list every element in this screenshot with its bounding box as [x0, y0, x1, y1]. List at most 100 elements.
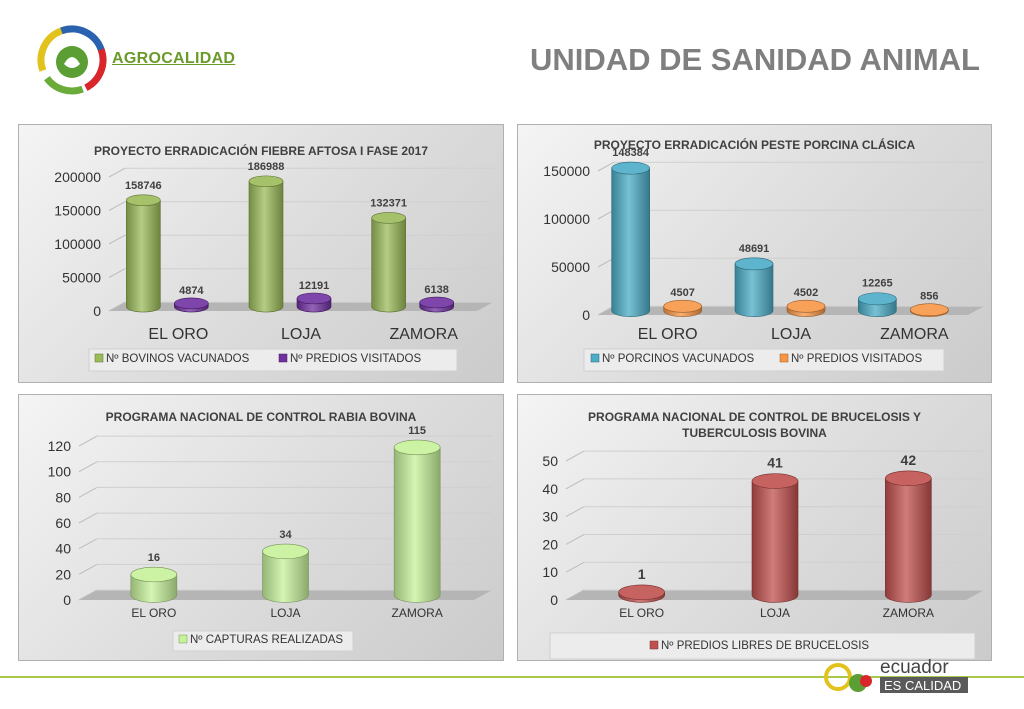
bar-top — [618, 584, 665, 600]
bar-body — [262, 551, 309, 603]
gridline-depth — [108, 167, 126, 178]
bar-body — [751, 480, 799, 603]
gridline-depth — [78, 512, 98, 524]
x-tick-label: ZAMORA — [883, 606, 934, 620]
bar-top — [296, 292, 332, 305]
bar — [751, 473, 799, 603]
legend-swatch — [278, 353, 288, 363]
bar-top — [130, 566, 178, 583]
data-label: 12265 — [862, 278, 893, 290]
gridline-depth — [565, 561, 585, 573]
y-tick-label: 50000 — [62, 270, 101, 286]
gridline-depth — [565, 506, 585, 518]
bar-top — [858, 292, 897, 306]
data-label: 115 — [408, 425, 426, 437]
bar — [858, 292, 897, 317]
bar — [248, 175, 284, 313]
y-tick-label: 100 — [48, 464, 72, 480]
bar — [618, 584, 665, 603]
data-label: 48691 — [739, 243, 770, 255]
x-tick-label: LOJA — [760, 606, 790, 620]
gridline-depth — [108, 201, 126, 211]
gridline-depth — [78, 461, 98, 473]
y-tick-label: 100000 — [543, 211, 590, 227]
bar — [611, 161, 650, 317]
bar-body — [611, 167, 650, 317]
gridline-depth — [597, 257, 615, 268]
y-tick-label: 40 — [55, 541, 71, 557]
bar — [786, 299, 826, 317]
x-tick-label: EL ORO — [638, 326, 698, 343]
bar-top — [885, 470, 932, 486]
bar — [130, 566, 178, 603]
y-tick-label: 120 — [48, 438, 72, 454]
legend-label: Nº PREDIOS LIBRES DE BRUCELOSIS — [661, 640, 869, 652]
bar-body — [734, 263, 774, 317]
bar — [734, 257, 774, 317]
data-label: 42 — [901, 452, 917, 468]
x-tick-label: LOJA — [281, 326, 321, 343]
y-tick-label: 150000 — [54, 203, 101, 219]
x-tick-label: LOJA — [771, 326, 811, 343]
gridline-depth — [565, 534, 585, 545]
chart-peste-porcina: PROYECTO ERRADICACIÓN PESTE PORCINA CLÁS… — [543, 137, 984, 372]
chart-panel-aftosa: PROYECTO ERRADICACIÓN FIEBRE AFTOSA I FA… — [18, 124, 504, 383]
bar — [910, 303, 949, 317]
chart-title: PROGRAMA NACIONAL DE CONTROL DE BRUCELOS… — [588, 410, 921, 424]
gridline-depth — [78, 486, 98, 498]
legend-swatch — [590, 353, 600, 363]
bar-top — [910, 303, 949, 317]
data-label: 6138 — [424, 284, 448, 296]
gridline-depth — [78, 563, 98, 575]
data-label: 16 — [148, 552, 160, 564]
gridline-depth — [565, 450, 585, 462]
legend-swatch — [94, 353, 104, 363]
footer-divider — [0, 676, 1024, 678]
bar-body — [126, 199, 161, 313]
y-tick-label: 40 — [542, 481, 558, 497]
legend-swatch — [649, 640, 659, 650]
page-title: UNIDAD DE SANIDAD ANIMAL — [529, 42, 980, 77]
data-label: 4874 — [179, 285, 204, 297]
y-tick-label: 30 — [542, 509, 558, 525]
bar — [174, 297, 209, 313]
bar-top — [248, 175, 284, 188]
agrocalidad-logo — [37, 25, 107, 95]
x-tick-label: ZAMORA — [389, 326, 458, 343]
bar-top — [262, 543, 309, 560]
bar — [419, 296, 454, 313]
bar-top — [126, 194, 161, 206]
legend-box — [549, 632, 976, 660]
bar — [885, 470, 932, 603]
y-tick-label: 100000 — [54, 236, 101, 252]
y-tick-label: 0 — [582, 307, 590, 323]
y-tick-label: 0 — [93, 303, 101, 319]
gridline-depth — [78, 435, 98, 447]
chart-aftosa: PROYECTO ERRADICACIÓN FIEBRE AFTOSA I FA… — [54, 143, 493, 372]
bar — [663, 299, 702, 317]
gridline-depth — [108, 301, 126, 312]
data-label: 186988 — [248, 161, 285, 173]
bar-body — [885, 477, 932, 603]
y-tick-label: 20 — [542, 536, 558, 552]
bar-top — [611, 161, 650, 175]
gridline-depth — [565, 478, 585, 490]
legend-box — [88, 348, 458, 372]
brand-name: AGROCALIDAD — [112, 50, 236, 67]
chart-panel-peste-porcina: PROYECTO ERRADICACIÓN PESTE PORCINA CLÁS… — [517, 124, 992, 383]
gridline-depth — [78, 589, 98, 601]
x-tick-label: ZAMORA — [880, 326, 949, 343]
y-tick-label: 20 — [55, 566, 71, 582]
bar-top — [174, 297, 209, 310]
data-label: 158746 — [125, 180, 162, 192]
data-label: 4507 — [670, 287, 694, 299]
gridline-depth — [597, 305, 615, 316]
legend-swatch — [779, 353, 789, 363]
y-tick-label: 200000 — [54, 169, 101, 185]
data-label: 1 — [638, 566, 646, 582]
bar-top — [419, 296, 454, 309]
y-tick-label: 10 — [542, 564, 558, 580]
legend-label: Nº PORCINOS VACUNADOS — [602, 353, 755, 365]
bar-top — [734, 257, 774, 271]
chart-rabia: PROGRAMA NACIONAL DE CONTROL RABIA BOVIN… — [48, 410, 492, 652]
